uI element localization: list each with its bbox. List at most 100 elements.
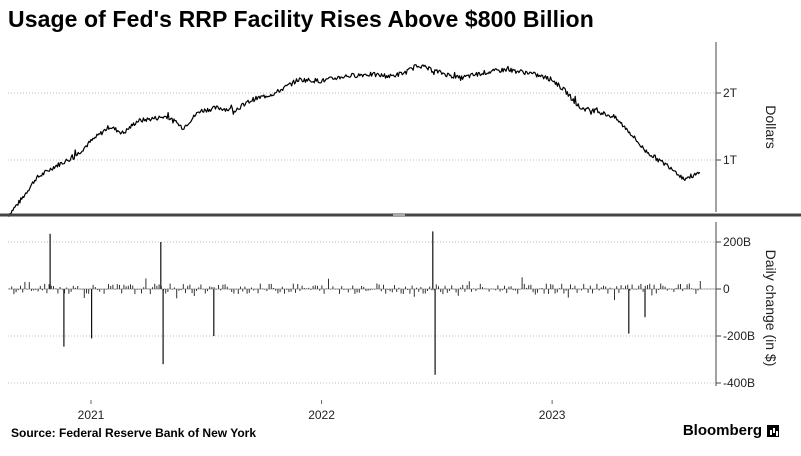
daily-change-bar bbox=[675, 287, 677, 289]
daily-change-bar bbox=[314, 285, 316, 289]
daily-change-bar bbox=[88, 289, 90, 294]
daily-change-bar bbox=[165, 289, 167, 294]
daily-change-bar bbox=[37, 289, 39, 292]
daily-change-bar bbox=[264, 289, 266, 290]
daily-change-bar bbox=[290, 289, 292, 292]
daily-change-bar bbox=[68, 289, 70, 294]
daily-change-bar bbox=[279, 289, 281, 293]
daily-change-bar bbox=[134, 289, 136, 295]
daily-change-bar bbox=[530, 284, 532, 289]
daily-change-bar bbox=[108, 284, 109, 289]
daily-change-bar bbox=[257, 289, 259, 294]
daily-change-bar bbox=[171, 289, 173, 290]
daily-change-bar bbox=[424, 289, 426, 294]
daily-change-bar bbox=[196, 289, 197, 291]
daily-change-bar bbox=[154, 283, 156, 289]
daily-change-bar bbox=[110, 286, 112, 289]
daily-change-bar bbox=[512, 289, 514, 291]
daily-change-spike bbox=[213, 289, 215, 336]
daily-change-bar bbox=[376, 283, 378, 289]
daily-change-bar bbox=[660, 283, 662, 289]
daily-change-bar bbox=[363, 286, 365, 289]
daily-change-bar bbox=[259, 283, 261, 289]
daily-change-bar bbox=[526, 287, 527, 289]
daily-change-bar bbox=[574, 285, 576, 289]
daily-change-bar bbox=[644, 285, 646, 289]
daily-change-bar bbox=[253, 289, 255, 291]
daily-change-bar bbox=[99, 289, 101, 292]
daily-change-bar bbox=[504, 285, 505, 289]
daily-change-bar bbox=[541, 288, 543, 289]
daily-change-bar bbox=[523, 283, 525, 289]
daily-change-bar bbox=[347, 289, 349, 293]
daily-change-bar bbox=[537, 289, 538, 293]
daily-change-bar bbox=[123, 284, 125, 289]
daily-change-bar bbox=[647, 285, 648, 289]
daily-change-bar bbox=[303, 288, 305, 289]
ylabel-daily-change: Daily change (in $) bbox=[763, 250, 779, 367]
daily-change-bar bbox=[418, 289, 420, 292]
daily-change-bar bbox=[688, 283, 690, 289]
daily-change-bar bbox=[94, 287, 96, 289]
daily-change-bar bbox=[270, 283, 272, 289]
daily-change-bar bbox=[22, 289, 24, 293]
daily-change-bar bbox=[119, 284, 120, 289]
daily-change-bar bbox=[396, 289, 398, 292]
daily-change-bar bbox=[341, 286, 343, 289]
daily-change-spike bbox=[644, 289, 646, 318]
daily-change-bar bbox=[614, 289, 615, 301]
daily-change-bar bbox=[554, 289, 556, 294]
daily-change-bar bbox=[367, 289, 369, 291]
daily-change-bar bbox=[286, 289, 288, 290]
brand-name: Bloomberg bbox=[682, 422, 762, 439]
daily-change-bar bbox=[438, 286, 439, 289]
daily-change-bar bbox=[343, 289, 345, 290]
daily-change-bar bbox=[482, 287, 483, 289]
daily-change-bar bbox=[431, 289, 433, 291]
daily-change-bar bbox=[152, 287, 153, 289]
daily-change-bar bbox=[499, 289, 501, 292]
usage-line-panel: 1T 2T Dollars bbox=[7, 42, 779, 217]
daily-change-bar bbox=[409, 289, 411, 294]
daily-change-spike bbox=[434, 289, 436, 375]
daily-change-bar bbox=[515, 289, 516, 291]
daily-change-bar bbox=[369, 289, 371, 291]
daily-change-bar bbox=[31, 289, 32, 291]
daily-change-bar bbox=[625, 285, 626, 289]
daily-change-bar bbox=[570, 284, 571, 289]
daily-change-bar bbox=[532, 289, 534, 293]
daily-change-bar bbox=[651, 289, 653, 296]
panel-divider-grip bbox=[393, 214, 405, 216]
xtick-label-2022: 2022 bbox=[308, 408, 335, 422]
daily-change-bar bbox=[596, 283, 598, 289]
daily-change-spike bbox=[160, 242, 162, 289]
daily-change-bar bbox=[121, 289, 123, 294]
daily-change-bar bbox=[288, 289, 290, 293]
daily-change-bar bbox=[517, 289, 519, 294]
daily-change-bar bbox=[185, 289, 186, 294]
daily-change-bar bbox=[321, 285, 323, 289]
daily-change-bar bbox=[550, 284, 552, 289]
daily-change-bar bbox=[143, 287, 145, 289]
daily-change-bar bbox=[275, 289, 277, 291]
daily-change-bar bbox=[66, 287, 68, 289]
daily-change-bar bbox=[618, 289, 620, 293]
daily-change-bar bbox=[592, 289, 593, 294]
daily-change-bar bbox=[246, 289, 248, 294]
daily-change-bar bbox=[699, 281, 701, 289]
daily-change-bar bbox=[521, 277, 523, 289]
x-axis: 2021 2022 2023 bbox=[78, 400, 566, 422]
daily-change-bar bbox=[266, 289, 268, 292]
daily-change-bar bbox=[600, 287, 602, 289]
daily-change-bar bbox=[394, 285, 395, 289]
daily-change-bar bbox=[631, 284, 633, 289]
daily-change-bar bbox=[301, 285, 303, 289]
daily-change-bar bbox=[402, 289, 404, 294]
daily-change-bar bbox=[308, 287, 310, 289]
daily-change-bar bbox=[86, 289, 87, 294]
daily-change-bar bbox=[48, 284, 50, 289]
daily-change-bar bbox=[572, 288, 574, 289]
daily-change-bar bbox=[563, 289, 565, 294]
daily-change-bar bbox=[506, 289, 508, 294]
daily-change-bar bbox=[556, 289, 558, 293]
